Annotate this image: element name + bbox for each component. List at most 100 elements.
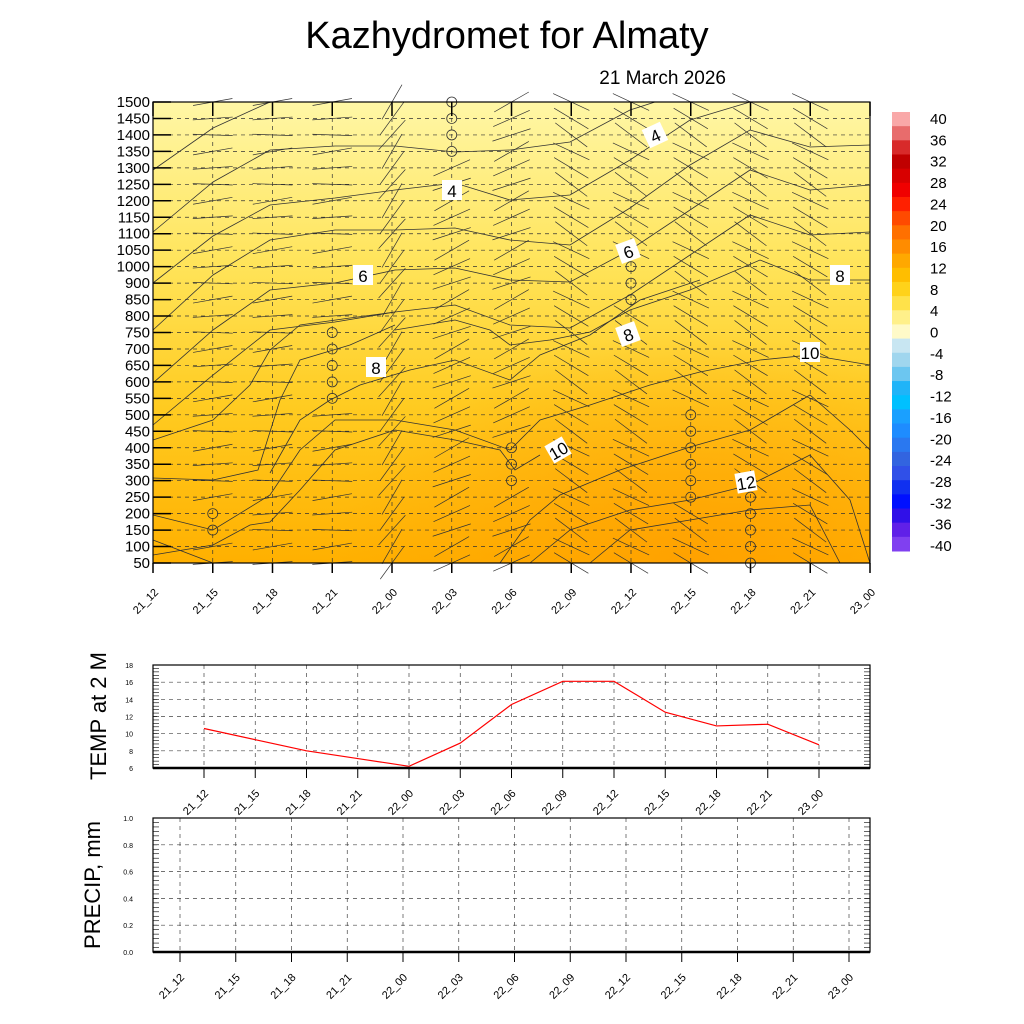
wind-barb xyxy=(673,206,709,228)
wind-barb xyxy=(434,388,470,409)
contour-label: 6 xyxy=(615,238,641,264)
wind-barb xyxy=(672,241,710,259)
wind-barb xyxy=(192,116,233,121)
calm-wind-circle xyxy=(685,409,697,421)
wind-barb xyxy=(252,183,293,186)
wind-barb xyxy=(794,468,827,493)
wind-barb xyxy=(734,320,767,345)
wind-barb xyxy=(252,493,293,501)
wind-barb xyxy=(252,295,293,304)
wind-barb xyxy=(673,107,709,130)
x-tick-label: 23_00 xyxy=(826,972,856,1002)
wind-barb xyxy=(614,369,648,395)
wind-barb xyxy=(312,147,353,156)
wind-barb xyxy=(791,241,829,259)
y-tick-label: 8 xyxy=(129,749,133,756)
calm-wind-circle xyxy=(685,442,697,454)
colorbar-label: 36 xyxy=(930,132,947,149)
wind-barb xyxy=(252,479,293,482)
wind-barb xyxy=(734,122,767,148)
wind-barb xyxy=(378,169,406,200)
wind-barb xyxy=(732,340,769,358)
x-tick-label: 22_12 xyxy=(591,788,621,818)
colorbar-swatch xyxy=(892,310,910,325)
contour-line xyxy=(269,279,701,474)
y-tick-label: 150 xyxy=(125,522,150,539)
wind-barb xyxy=(674,270,707,296)
wind-barb xyxy=(192,232,233,235)
calm-wind-circle xyxy=(446,129,458,141)
wind-barb xyxy=(433,455,471,473)
wind-barb xyxy=(192,430,233,433)
x-tick-label: 21_12 xyxy=(131,587,161,617)
wind-barb xyxy=(612,389,650,408)
wind-barb xyxy=(672,192,710,210)
contour-label: 4 xyxy=(641,121,669,149)
wind-barb xyxy=(612,192,650,210)
calm-wind-circle xyxy=(685,475,697,487)
wind-barb xyxy=(192,264,233,269)
wind-barb xyxy=(312,430,353,433)
colorbar-label: 8 xyxy=(930,282,938,299)
calm-wind-circle xyxy=(326,343,338,355)
wind-barb xyxy=(381,529,403,565)
wind-barb xyxy=(192,246,233,254)
colorbar-swatch xyxy=(892,494,910,510)
wind-barb xyxy=(192,183,233,186)
wind-barb xyxy=(252,196,293,205)
x-tick-label: 22_00 xyxy=(370,587,400,617)
wind-barb xyxy=(192,394,233,403)
wind-barb xyxy=(612,438,650,457)
y-axis-label: PRECIP, mm xyxy=(80,821,105,949)
wind-barb xyxy=(792,107,828,130)
wind-barb xyxy=(553,305,589,327)
x-tick-label: 23_00 xyxy=(796,788,826,818)
wind-barb xyxy=(673,503,709,525)
wind-barb xyxy=(252,529,293,532)
colorbar-swatch xyxy=(892,437,910,453)
wind-barb xyxy=(734,270,767,296)
colorbar: 4036322824201612840-4-8-12-16-20-24-28-3… xyxy=(892,111,952,555)
wind-barb xyxy=(492,375,531,389)
wind-barb xyxy=(312,183,353,186)
x-tick-label: 22_00 xyxy=(386,788,416,818)
y-tick-label: 650 xyxy=(125,357,150,374)
wind-barb xyxy=(732,192,769,210)
wind-barb xyxy=(432,227,471,241)
contour-label-text: 10 xyxy=(801,344,820,363)
wind-barb xyxy=(252,443,293,452)
colorbar-label: -32 xyxy=(930,495,952,512)
contour-line xyxy=(152,429,541,556)
wind-barb xyxy=(732,438,769,457)
wind-barb xyxy=(378,514,406,546)
wind-barb xyxy=(613,157,649,179)
wind-barb xyxy=(792,256,828,278)
x-tick-label: 22_09 xyxy=(540,788,570,818)
calm-wind-circle xyxy=(745,491,756,503)
wind-barb xyxy=(791,438,829,457)
wind-barb xyxy=(553,354,589,377)
y-tick-label: 1100 xyxy=(118,226,150,243)
calm-wind-circle xyxy=(207,508,219,520)
wind-barb xyxy=(493,307,530,325)
wind-barb xyxy=(794,172,827,197)
wind-barb xyxy=(733,354,768,377)
wind-barb xyxy=(493,356,530,374)
colorbar-swatch xyxy=(892,451,910,467)
colorbar-swatch xyxy=(892,366,910,382)
colorbar-swatch xyxy=(892,182,910,198)
wind-barb xyxy=(312,493,353,501)
wind-barb xyxy=(493,406,530,424)
y-tick-label: 1400 xyxy=(117,127,150,144)
contour-label-text: 8 xyxy=(371,359,380,378)
colorbar-label: -12 xyxy=(930,389,952,406)
y-tick-label: 750 xyxy=(125,325,150,342)
x-tick-label: 21_15 xyxy=(232,788,262,818)
calm-wind-circle xyxy=(207,524,219,536)
contour-line xyxy=(589,504,841,564)
wind-barb xyxy=(252,147,293,156)
wind-barb xyxy=(733,157,768,179)
wind-barb xyxy=(379,151,405,185)
contour-label-text: 4 xyxy=(447,182,456,201)
calm-wind-circle xyxy=(326,376,338,388)
